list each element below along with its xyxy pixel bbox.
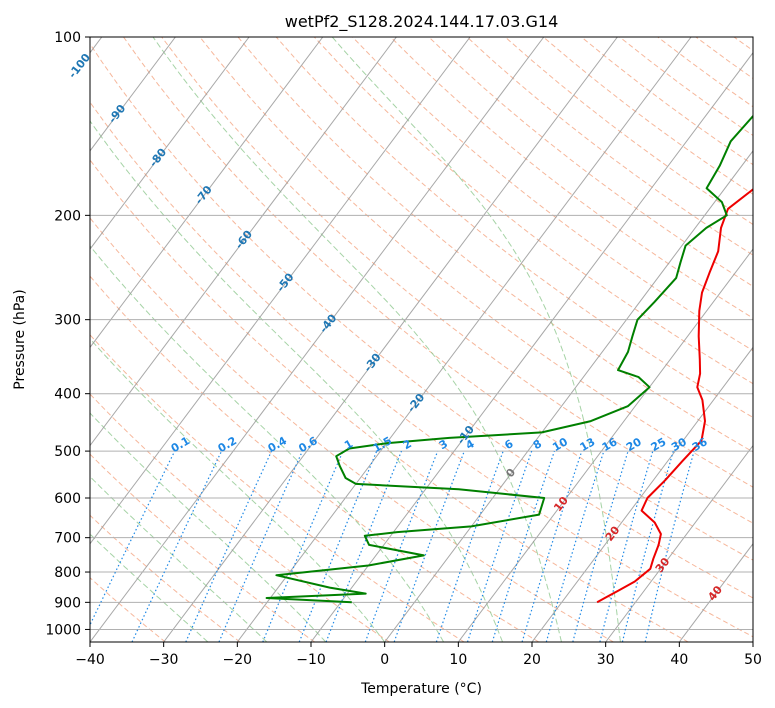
moist-adiabat-line: [90, 245, 445, 642]
x-axis-title: Temperature (°C): [360, 681, 482, 697]
y-tick-label: 400: [54, 387, 81, 403]
mixing-ratio-line: [521, 450, 583, 642]
mixing-ratio-line: [572, 450, 629, 642]
isotherm-line: [236, 37, 692, 642]
x-tick-label: 50: [744, 652, 762, 668]
isotherm-line: [605, 444, 753, 642]
x-tick-label: −30: [149, 652, 179, 668]
x-tick-label: 40: [670, 652, 688, 668]
isotherm-line: [457, 248, 753, 642]
mixing-ratio-line: [185, 450, 273, 642]
mixing-ratio-line: [298, 450, 378, 642]
dry-adiabat-line: [90, 43, 753, 599]
moist-adiabat-line: [90, 412, 327, 642]
y-tick-label: 300: [54, 313, 81, 329]
mixing-ratio-line: [218, 450, 303, 642]
dry-adiabat-line: [90, 217, 614, 642]
isotherm-line: [310, 51, 753, 642]
x-tick-label: −40: [75, 652, 105, 668]
x-tick-label: 20: [523, 652, 541, 668]
isotherm-line: [384, 150, 753, 642]
isotherm-line: [531, 346, 753, 642]
isotherm-line: [90, 37, 324, 349]
dry-adiabat-line: [352, 37, 753, 352]
y-tick-label: 100: [54, 30, 81, 46]
mixing-ratio-line: [435, 450, 504, 642]
isotherm-line: [90, 37, 545, 642]
mixing-ratio-line: [545, 450, 605, 642]
y-tick-label: 200: [54, 208, 81, 224]
dry-adiabat-line: [237, 37, 753, 453]
dry-adiabat-line: [90, 275, 540, 642]
chart-title: wetPf2_S128.2024.144.17.03.G14: [285, 12, 559, 32]
moist-adiabat-line: [90, 338, 386, 642]
axis-ticks: −40 −30 −20 −10 0 10 20 30 40 50 100 200 300 400 500 60…: [45, 30, 762, 668]
plot-background: [90, 37, 753, 642]
temperature-line: [596, 188, 753, 604]
mixing-ratio-line: [325, 450, 403, 642]
y-tick-label: 600: [54, 491, 81, 507]
isotherm-line: [90, 37, 471, 545]
mixing-ratio-line: [491, 450, 555, 642]
mixing-ratio-line: [262, 450, 344, 642]
mixing-ratio-line: [644, 450, 695, 642]
isotherm-line: [163, 37, 618, 642]
moist-adiabat-line: [331, 37, 621, 642]
isotherm-label: -100: [66, 51, 93, 81]
isotherm-line: [90, 37, 176, 152]
y-tick-label: 500: [54, 444, 81, 460]
y-axis-title: Pressure (hPa): [12, 289, 28, 389]
x-tick-label: 30: [597, 652, 615, 668]
y-tick-label: 900: [54, 595, 81, 611]
x-tick-label: −10: [296, 652, 326, 668]
dry-adiabat-line: [90, 514, 241, 642]
mixing-ratio-line: [393, 450, 465, 642]
y-tick-label: 1000: [45, 622, 81, 638]
moist-adiabat-line: [90, 475, 268, 642]
isotherm-line: [752, 641, 753, 642]
y-tick-label: 700: [54, 531, 81, 547]
x-tick-label: −20: [223, 652, 253, 668]
y-tick-label: 800: [54, 565, 81, 581]
mixing-ratio-line: [599, 450, 654, 642]
dry-adiabat-line: [390, 37, 753, 319]
mixing-ratio-line: [621, 450, 674, 642]
dry-adiabat-line: [123, 37, 753, 561]
mixing-ratio-line: [466, 450, 533, 642]
mixing-ratio-line: [90, 450, 176, 627]
x-tick-label: 10: [449, 652, 467, 668]
dry-adiabat-line: [90, 577, 166, 642]
dry-adiabat-line: [90, 334, 465, 642]
dry-adiabat-line: [90, 393, 390, 642]
plot-frame: [89, 36, 754, 643]
dewpoint-line: [265, 114, 753, 604]
moist-adiabat-line: [152, 37, 562, 642]
isotherm-line: [90, 37, 250, 250]
profile-series: [265, 114, 753, 604]
isotherm-line: [90, 37, 397, 447]
x-tick-label: 0: [380, 652, 389, 668]
mixing-ratio-line: [364, 450, 439, 642]
